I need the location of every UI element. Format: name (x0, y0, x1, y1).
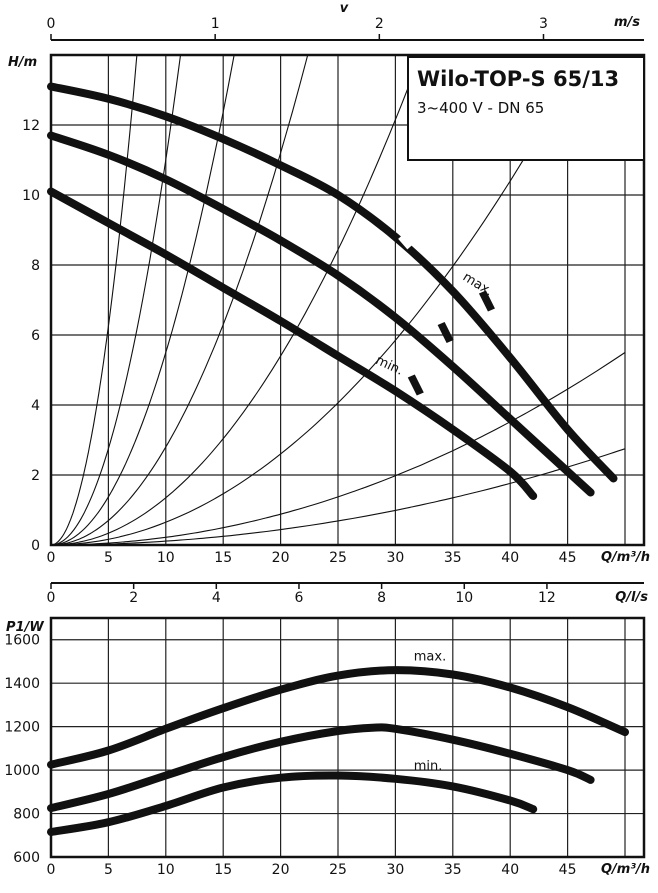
power-y-tick-label: 1000 (4, 763, 40, 779)
setpoint-marker (407, 374, 424, 396)
head-x-tick-label: 15 (214, 550, 232, 566)
system-curve (51, 55, 182, 545)
head-y-tick-label: 2 (31, 468, 40, 484)
flow-ls-tick-label: 0 (47, 590, 56, 606)
mid-axis-unit-ls: Q/l/s (615, 590, 648, 605)
system-curve (51, 55, 422, 545)
curve-gap (398, 231, 416, 250)
y-axis-label-power: P1/W (6, 620, 44, 635)
power-x-tick-label: 15 (214, 862, 232, 878)
velocity-tick-label: 1 (211, 16, 220, 32)
system-curves-layer (51, 55, 626, 545)
flow-ls-tick-label: 2 (129, 590, 138, 606)
velocity-tick-label: 0 (47, 16, 56, 32)
head-label-min: min. (373, 353, 405, 379)
power-y-tick-label: 600 (13, 850, 40, 866)
head-x-tick-label: 25 (329, 550, 347, 566)
system-curve (51, 352, 626, 545)
head-y-tick-label: 10 (22, 188, 40, 204)
power-x-tick-label: 5 (104, 862, 113, 878)
setpoint-marker (437, 322, 454, 343)
power-y-tick-label: 1400 (4, 676, 40, 692)
head-x-tick-label: 0 (47, 550, 56, 566)
flow-ls-tick-label: 8 (377, 590, 386, 606)
x-axis-label-flow-upper: Q/m³/h (601, 550, 650, 565)
flow-ls-tick-label: 4 (212, 590, 221, 606)
power-curve-mid (47, 723, 595, 813)
head-curve-max (47, 82, 618, 483)
head-x-tick-label: 10 (157, 550, 175, 566)
head-label-max: max. (460, 270, 495, 300)
chart-title: Wilo-TOP-S 65/13 (417, 67, 619, 91)
head-y-tick-label: 8 (31, 258, 40, 274)
power-x-tick-label: 10 (157, 862, 175, 878)
system-curve (51, 55, 585, 545)
velocity-tick-label: 2 (375, 16, 384, 32)
power-curve-max (47, 666, 629, 769)
title-box (407, 56, 645, 161)
power-x-tick-label: 35 (444, 862, 462, 878)
head-y-tick-label: 0 (31, 538, 40, 554)
head-x-tick-label: 5 (104, 550, 113, 566)
power-x-tick-label: 40 (501, 862, 519, 878)
grid-layer (49, 53, 646, 859)
power-x-tick-label: 20 (272, 862, 290, 878)
head-plot-frame (49, 53, 646, 547)
power-y-tick-label: 1200 (4, 720, 40, 736)
power-x-tick-label: 0 (47, 862, 56, 878)
y-axis-label-head: H/m (8, 55, 37, 70)
head-y-tick-label: 12 (22, 118, 40, 134)
power-y-tick-label: 800 (13, 807, 40, 823)
flow-ls-tick-label: 10 (455, 590, 473, 606)
power-plot-frame (49, 616, 646, 859)
head-curve-min (47, 187, 538, 500)
head-y-tick-label: 6 (31, 328, 40, 344)
power-label-min: min. (414, 759, 443, 774)
system-curve (51, 55, 235, 545)
velocity-tick-label: 3 (539, 16, 548, 32)
head-x-tick-label: 45 (559, 550, 577, 566)
top-axis-unit-ms: m/s (614, 15, 640, 30)
head-curve-mid (47, 131, 595, 497)
head-x-tick-label: 35 (444, 550, 462, 566)
power-x-tick-label: 45 (559, 862, 577, 878)
axes-layer (50, 34, 644, 589)
performance-curves-layer (47, 82, 629, 836)
flow-ls-tick-label: 6 (295, 590, 304, 606)
power-x-tick-label: 30 (386, 862, 404, 878)
power-label-max: max. (414, 649, 446, 664)
top-axis-label-v: v (340, 1, 349, 16)
system-curve (51, 448, 626, 545)
head-x-tick-label: 20 (272, 550, 290, 566)
power-curve-min (47, 771, 538, 836)
system-curve (51, 55, 138, 545)
setpoint-marker (478, 290, 495, 312)
flow-ls-tick-label: 12 (538, 590, 556, 606)
power-y-tick-label: 1600 (4, 633, 40, 649)
head-x-tick-label: 30 (386, 550, 404, 566)
x-axis-label-flow-lower: Q/m³/h (601, 862, 650, 877)
head-y-tick-label: 4 (31, 398, 40, 414)
power-x-tick-label: 25 (329, 862, 347, 878)
chart-subtitle: 3~400 V - DN 65 (417, 99, 544, 117)
system-curve (51, 55, 309, 545)
head-x-tick-label: 40 (501, 550, 519, 566)
